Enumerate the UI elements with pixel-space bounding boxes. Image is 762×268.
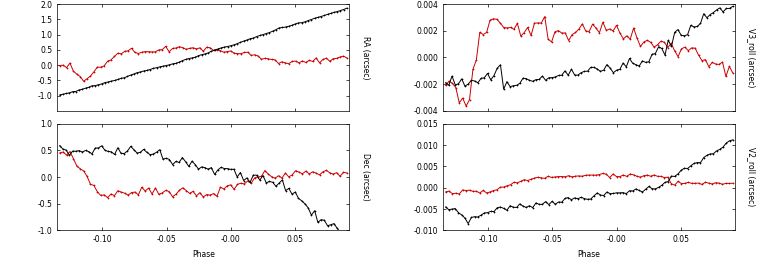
Y-axis label: V2_roll (arcsec): V2_roll (arcsec) <box>747 147 755 207</box>
Y-axis label: Dec (arcsec): Dec (arcsec) <box>360 153 370 201</box>
Y-axis label: RA (arcsec): RA (arcsec) <box>360 36 370 79</box>
Y-axis label: V3_roll (arcsec): V3_roll (arcsec) <box>747 28 755 87</box>
X-axis label: Phase: Phase <box>578 250 600 259</box>
X-axis label: Phase: Phase <box>192 250 215 259</box>
